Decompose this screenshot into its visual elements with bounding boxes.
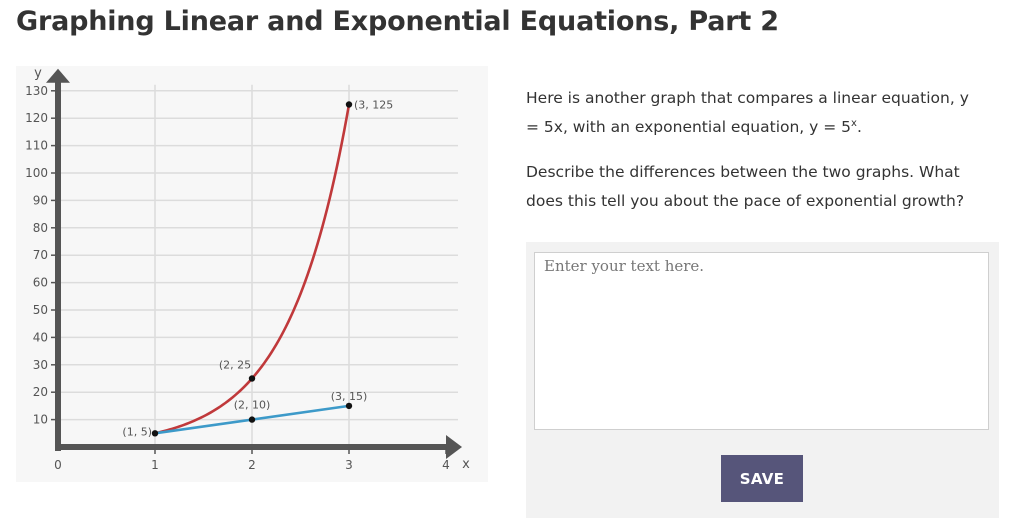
exponential-vs-linear-chart: 10 20 30 40 50 60 70 80 90 100 110 120 130 0 1 2 3 4 y x (1,… bbox=[25, 66, 470, 472]
grid-lines bbox=[58, 84, 458, 447]
response-text-input[interactable] bbox=[534, 252, 989, 430]
axes bbox=[46, 68, 462, 459]
y-tick-label-80: 80 bbox=[33, 221, 48, 235]
x-tick-label-3: 3 bbox=[345, 458, 353, 472]
data-point-1-5 bbox=[151, 430, 159, 437]
prompt-text-1a: Here is another graph that compares a li… bbox=[526, 89, 969, 136]
prompt-paragraph-2: Describe the differences between the two… bbox=[526, 163, 965, 210]
data-point-2-25 bbox=[248, 375, 256, 382]
x-tick-label-4: 4 bbox=[442, 458, 450, 472]
y-tick-label-110: 110 bbox=[25, 139, 48, 153]
x-tick-label-1: 1 bbox=[151, 458, 159, 472]
y-tick-label-50: 50 bbox=[33, 303, 48, 317]
y-tick-label-90: 90 bbox=[33, 193, 48, 207]
y-tick-label-130: 130 bbox=[25, 84, 48, 98]
exponent-x: x bbox=[851, 117, 857, 129]
annotation-2-25: (2, 25 bbox=[219, 359, 251, 372]
annotation-2-10: (2, 10) bbox=[234, 399, 271, 412]
response-area: SAVE bbox=[526, 242, 999, 518]
y-axis-arrow bbox=[46, 68, 70, 83]
annotation-1-5: (1, 5) bbox=[122, 425, 152, 438]
annotation-3-125: (3, 125 bbox=[354, 99, 393, 112]
prompt-paragraph-1: Here is another graph that compares a li… bbox=[526, 84, 986, 142]
page-title: Graphing Linear and Exponential Equation… bbox=[16, 6, 779, 37]
y-tick-label-10: 10 bbox=[33, 413, 48, 427]
data-point-3-125 bbox=[345, 101, 353, 108]
save-button[interactable]: SAVE bbox=[721, 455, 803, 502]
y-axis-label: y bbox=[34, 66, 42, 81]
labels: 10 20 30 40 50 60 70 80 90 100 110 120 130 0 1 2 3 4 y x (1,… bbox=[25, 66, 470, 472]
y-tick-label-120: 120 bbox=[25, 111, 48, 125]
question-prompt: Here is another graph that compares a li… bbox=[526, 84, 986, 232]
data-points bbox=[151, 101, 353, 437]
x-axis-arrow bbox=[446, 435, 462, 459]
y-tick-label-30: 30 bbox=[33, 358, 48, 372]
graph-panel: 10 20 30 40 50 60 70 80 90 100 110 120 130 0 1 2 3 4 y x (1,… bbox=[16, 66, 488, 482]
data-point-2-10 bbox=[248, 416, 256, 423]
x-tick-label-0: 0 bbox=[54, 458, 62, 472]
data-point-3-15 bbox=[345, 402, 353, 410]
y-tick-label-20: 20 bbox=[33, 385, 48, 399]
y-tick-label-40: 40 bbox=[33, 330, 48, 344]
prompt-text-1b: . bbox=[856, 118, 862, 136]
y-tick-label-60: 60 bbox=[33, 276, 48, 290]
x-axis-label: x bbox=[462, 457, 470, 472]
x-tick-label-2: 2 bbox=[248, 458, 256, 472]
y-tick-label-100: 100 bbox=[25, 166, 48, 180]
y-tick-label-70: 70 bbox=[33, 248, 48, 262]
annotation-3-15: (3, 15) bbox=[331, 390, 368, 403]
